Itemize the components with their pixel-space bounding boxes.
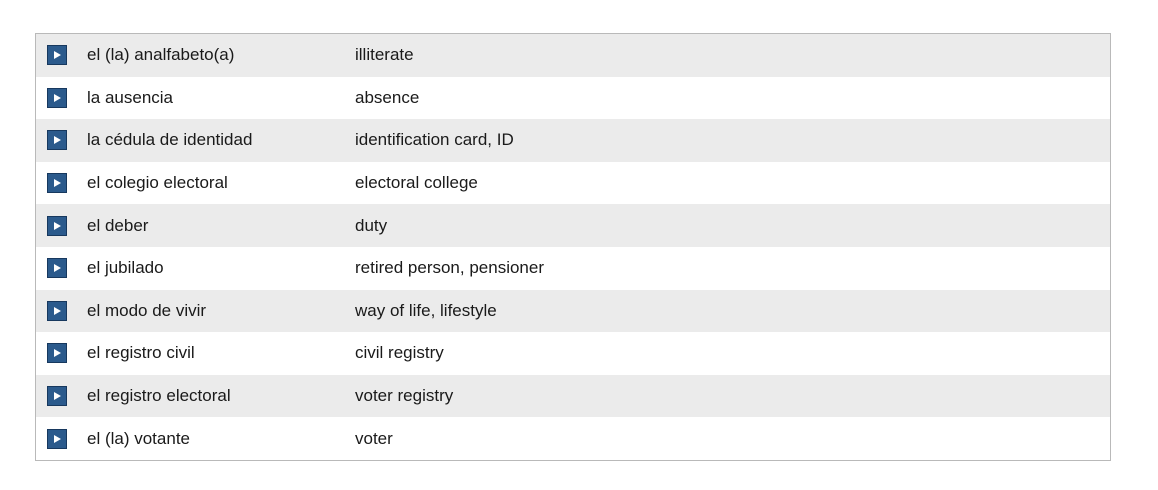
play-audio-button[interactable] [47, 386, 67, 407]
play-icon [54, 349, 61, 358]
vocab-row: el (la) votante voter [36, 417, 1110, 460]
play-icon [54, 306, 61, 315]
play-audio-button[interactable] [47, 215, 67, 236]
vocab-row: la ausencia absence [36, 76, 1110, 120]
spanish-term: el registro electoral [87, 386, 231, 406]
play-audio-button[interactable] [47, 258, 67, 279]
play-audio-button[interactable] [47, 173, 67, 194]
spanish-term: el deber [87, 215, 149, 235]
spanish-term: la ausencia [87, 87, 174, 107]
vocab-row: el modo de vivir way of life, lifestyle [36, 289, 1110, 333]
play-icon [54, 93, 61, 102]
english-translation: identification card, ID [355, 130, 514, 150]
english-translation: voter registry [355, 386, 454, 406]
play-icon [54, 434, 61, 443]
english-translation: retired person, pensioner [355, 258, 545, 278]
spanish-term: el jubilado [87, 258, 164, 278]
spanish-term: el colegio electoral [87, 173, 228, 193]
play-icon [54, 221, 61, 230]
english-translation: duty [355, 215, 388, 235]
play-icon [54, 264, 61, 273]
vocab-row: el registro electoral voter registry [36, 374, 1110, 418]
spanish-term: el (la) analfabeto(a) [87, 45, 235, 65]
play-audio-button[interactable] [47, 343, 67, 364]
english-translation: absence [355, 87, 420, 107]
play-audio-button[interactable] [47, 130, 67, 151]
vocab-row: el deber duty [36, 204, 1110, 247]
vocab-row: el registro civil civil registry [36, 332, 1110, 375]
english-translation: voter [355, 428, 393, 448]
english-translation: illiterate [355, 45, 414, 65]
vocab-row: el jubilado retired person, pensioner [36, 246, 1110, 290]
vocab-row: el (la) analfabeto(a) illiterate [36, 34, 1110, 77]
play-icon [54, 51, 61, 60]
spanish-term: el modo de vivir [87, 300, 207, 320]
vocab-row: la cédula de identidad identification ca… [36, 119, 1110, 162]
spanish-term: el (la) votante [87, 428, 190, 448]
play-audio-button[interactable] [47, 87, 67, 108]
play-audio-button[interactable] [47, 300, 67, 321]
spanish-term: la cédula de identidad [87, 130, 253, 150]
play-icon [54, 392, 61, 401]
play-audio-button[interactable] [47, 45, 67, 66]
play-icon [54, 136, 61, 145]
english-translation: electoral college [355, 173, 478, 193]
spanish-term: el registro civil [87, 343, 195, 363]
english-translation: civil registry [355, 343, 444, 363]
play-audio-button[interactable] [47, 428, 67, 449]
english-translation: way of life, lifestyle [355, 300, 497, 320]
play-icon [54, 179, 61, 188]
vocab-row: el colegio electoral electoral college [36, 161, 1110, 205]
vocabulary-table: el (la) analfabeto(a) illiterate la ause… [35, 33, 1111, 461]
